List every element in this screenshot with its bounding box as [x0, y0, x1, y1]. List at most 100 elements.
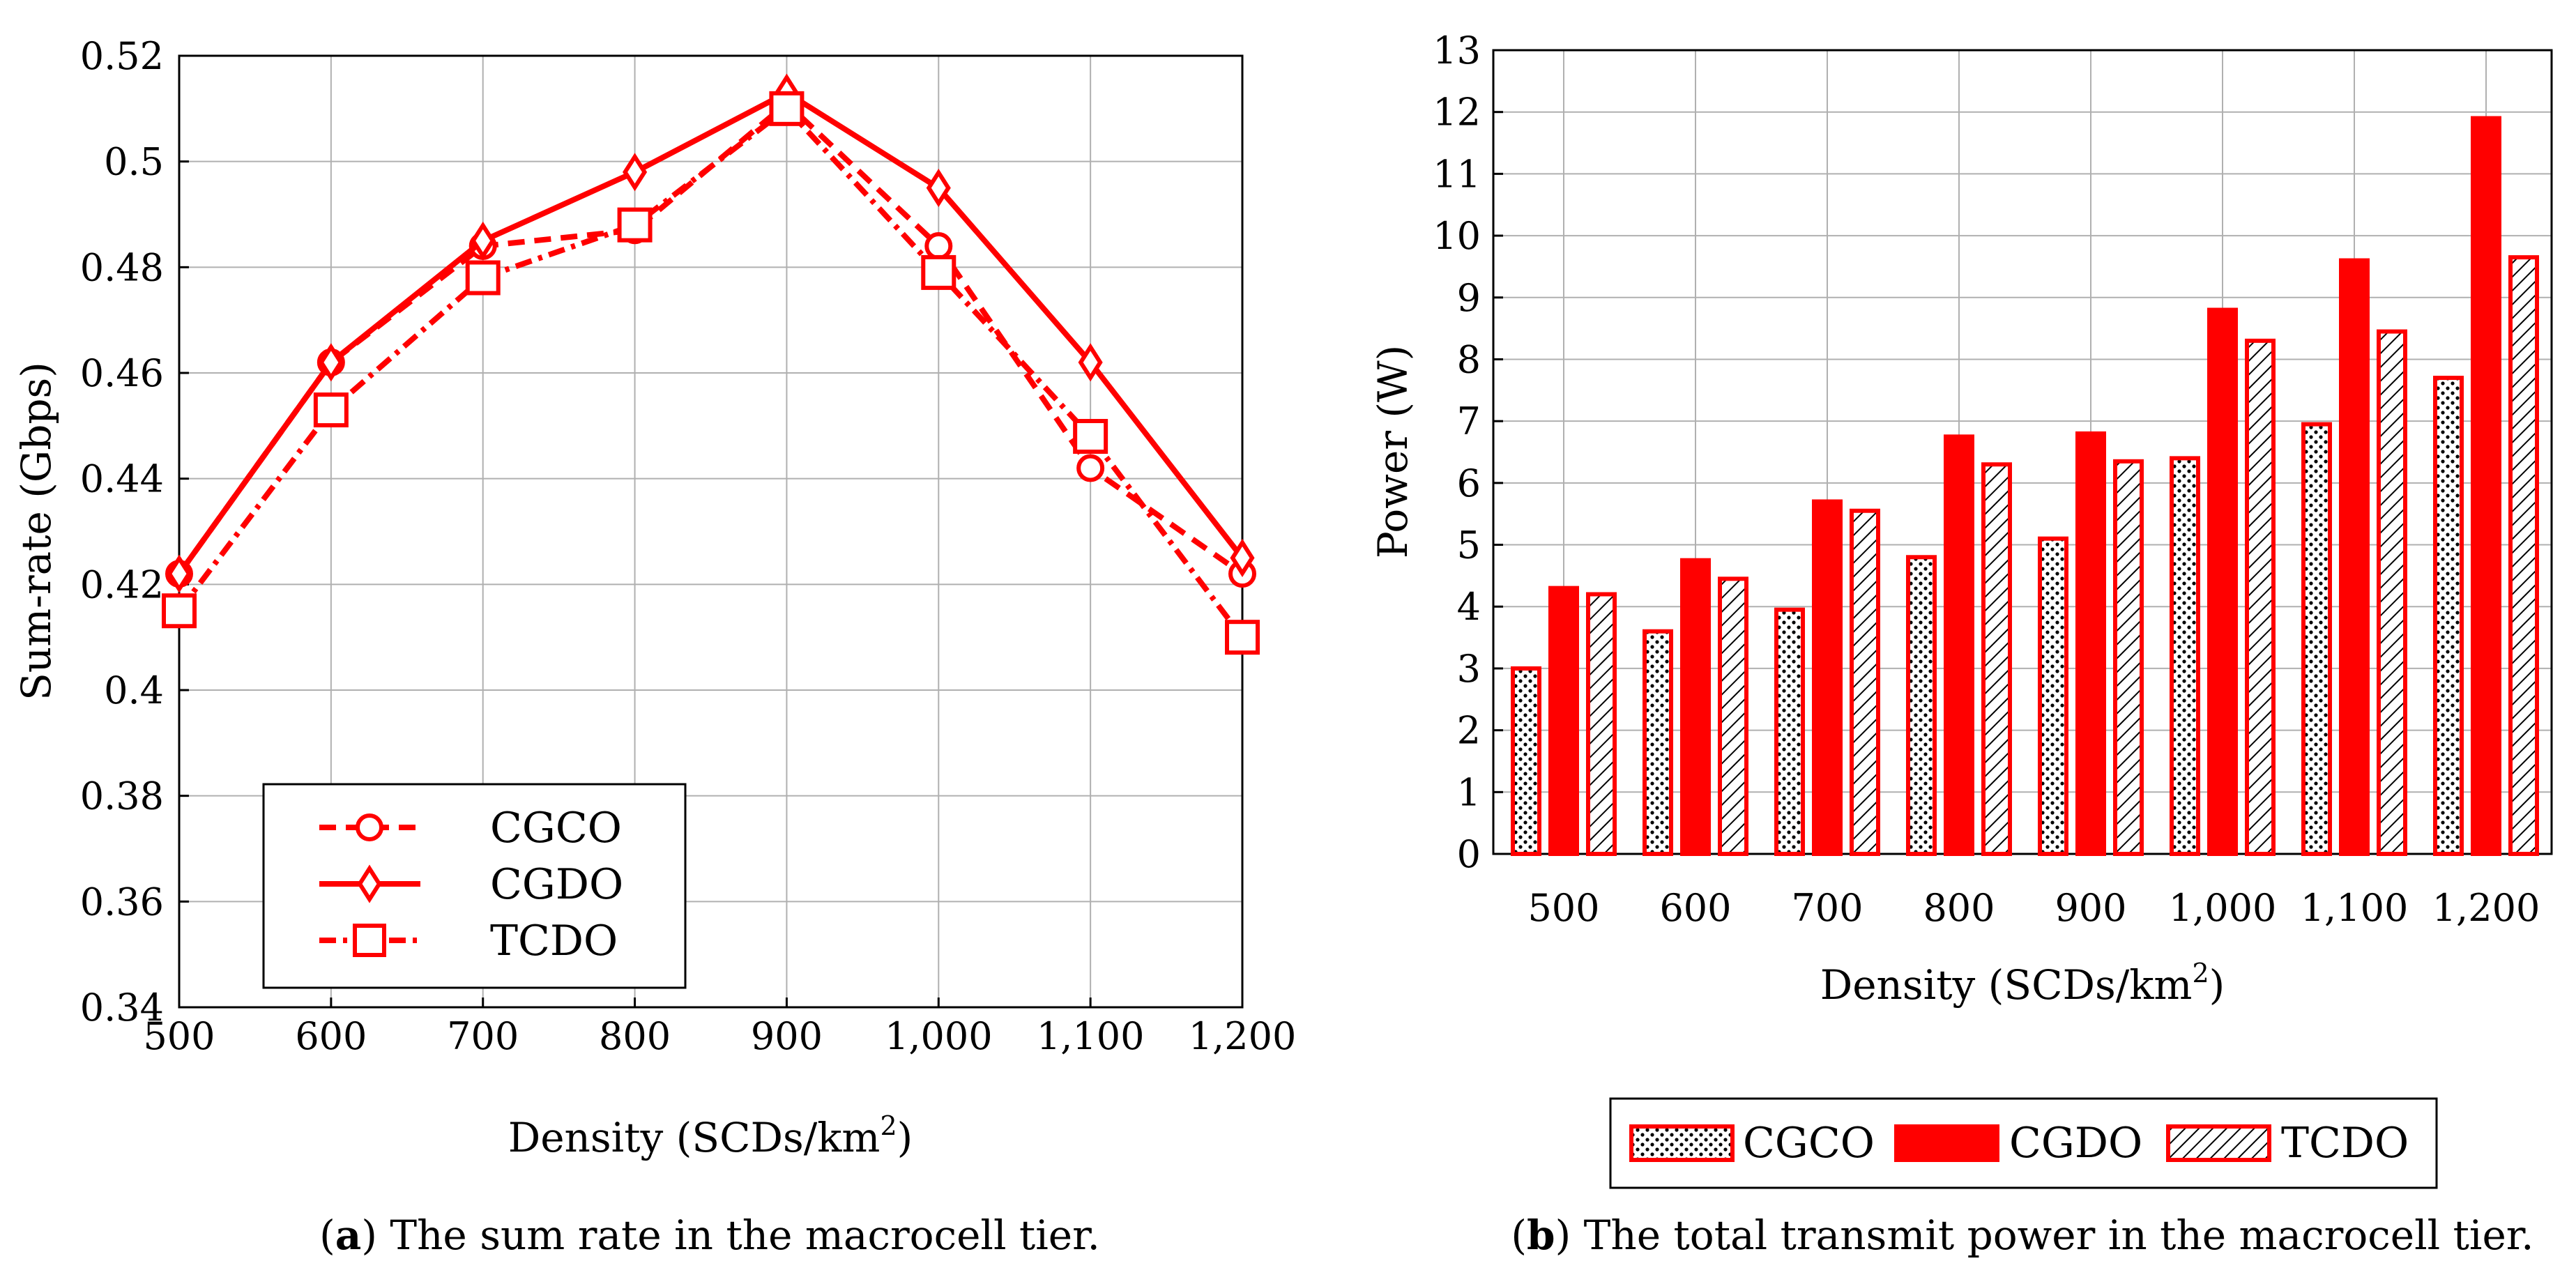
data-point [1230, 538, 1255, 578]
x-tick-label: 800 [599, 1014, 671, 1058]
left-y-axis-label: Sum-rate (Gbps) [13, 362, 60, 701]
right-y-axis-label: Power (W) [1369, 345, 1417, 559]
y-tick-label: 0.52 [80, 34, 164, 78]
data-point [319, 343, 344, 382]
sum-rate-chart: 500 600 700 800 900 1,000 1,100 1,200 0.34 0.36 0… [13, 34, 1296, 1259]
series-tcdo [162, 91, 1260, 655]
bar-tcdo [2377, 329, 2407, 856]
y-tick-label: 0.5 [104, 140, 164, 184]
data-point [926, 168, 951, 208]
x-tick-label: 700 [1791, 886, 1863, 930]
bar-cgdo [2207, 307, 2238, 856]
legend-label-cgco: CGCO [1743, 1119, 1875, 1168]
x-tick-label: 1,100 [1037, 1014, 1145, 1058]
x-tick-label: 700 [447, 1014, 519, 1058]
y-tick-label: 4 [1457, 585, 1481, 629]
legend-entry-cgco: CGCO [319, 804, 622, 853]
x-tick-label: 600 [1659, 886, 1731, 930]
right-caption: (b) The total transmit power in the macr… [1511, 1212, 2533, 1259]
bar-cgdo [2339, 258, 2370, 856]
legend-entry-tcdo: TCDO [2166, 1119, 2409, 1168]
bar-cgco [1511, 666, 1541, 857]
right-legend-box [1609, 1097, 2438, 1189]
x-tick-label: 500 [1527, 886, 1599, 930]
y-tick-label: 1 [1457, 770, 1481, 814]
right-bars [1511, 116, 2539, 857]
y-tick-label: 5 [1457, 523, 1481, 567]
left-y-ticks: 0.34 0.36 0.38 0.4 0.42 0.44 0.46 0.48 0.5 0.52 [80, 34, 189, 1030]
y-tick-label: 0.42 [80, 563, 164, 606]
y-tick-label: 13 [1433, 29, 1481, 72]
bar-cgdo [1812, 499, 1843, 856]
x-tick-label: 600 [295, 1014, 367, 1058]
bar-cgdo [1548, 586, 1579, 856]
data-point [1225, 620, 1260, 655]
legend-marker-diamond [357, 864, 382, 903]
x-tick-label: 1,200 [2432, 886, 2540, 930]
bar-cgco [1906, 555, 1937, 856]
legend-label-cgdo: CGDO [2009, 1119, 2142, 1168]
legend-label-tcdo: TCDO [490, 917, 618, 965]
x-tick-label: 900 [2055, 886, 2126, 930]
y-tick-label: 10 [1433, 214, 1481, 258]
y-tick-label: 0.36 [80, 880, 164, 924]
x-tick-label: 1,000 [2169, 886, 2277, 930]
right-plot-frame [1492, 49, 2553, 855]
bar-cgdo [2471, 116, 2501, 857]
data-point [162, 593, 197, 629]
left-legend: CGCO CGDO TCDO [262, 783, 687, 989]
legend-swatch-solid [1894, 1124, 1999, 1162]
data-point [1073, 419, 1108, 454]
data-point [921, 254, 957, 290]
data-point [1078, 343, 1103, 382]
x-tick-label: 500 [143, 1014, 215, 1058]
bar-tcdo [2245, 338, 2276, 857]
bar-tcdo [1586, 592, 1617, 856]
data-point [313, 392, 349, 428]
data-point [167, 554, 192, 593]
data-point [769, 91, 805, 126]
bar-cgco [2038, 536, 2068, 857]
bar-cgdo [1944, 434, 1974, 856]
x-tick-label: 1,000 [885, 1014, 993, 1058]
bar-tcdo [2508, 255, 2539, 857]
bar-cgco [2170, 456, 2200, 856]
left-plot-frame [178, 54, 1244, 1009]
left-caption: (a) The sum rate in the macrocell tier. [319, 1212, 1100, 1259]
y-tick-label: 2 [1457, 709, 1481, 753]
data-point [617, 207, 653, 243]
bar-cgco [2301, 422, 2332, 856]
legend-entry-tcdo: TCDO [319, 917, 618, 965]
bar-tcdo [1718, 576, 1748, 856]
series-line [176, 100, 1244, 576]
legend-entry-cgdo: CGDO [319, 860, 623, 909]
y-tick-label: 7 [1457, 399, 1481, 443]
y-tick-label: 6 [1457, 461, 1481, 505]
data-point [465, 260, 501, 296]
legend-swatch-hatch [2166, 1124, 2271, 1162]
series-line [176, 105, 1245, 639]
y-tick-label: 0 [1457, 832, 1481, 876]
left-x-ticks: 500 600 700 800 900 1,000 1,100 1,200 [143, 998, 1296, 1058]
x-tick-label: 900 [751, 1014, 823, 1058]
data-point [623, 153, 648, 192]
bar-cgco [1774, 607, 1805, 857]
y-tick-label: 0.48 [80, 245, 164, 289]
right-x-axis-label: Density (SCDs/km2) [1820, 958, 2225, 1009]
right-legend: CGCO CGDO TCDO [1609, 1097, 2438, 1189]
y-tick-label: 0.4 [104, 668, 164, 712]
y-tick-label: 0.38 [80, 774, 164, 818]
y-tick-label: 8 [1457, 337, 1481, 381]
x-tick-label: 800 [1923, 886, 1995, 930]
y-tick-label: 0.34 [80, 986, 164, 1030]
y-tick-label: 12 [1433, 91, 1481, 135]
bar-cgco [1643, 629, 1673, 856]
series-line [176, 90, 1245, 576]
y-tick-label: 11 [1433, 152, 1481, 196]
y-tick-label: 9 [1457, 276, 1481, 320]
bar-tcdo [2113, 459, 2144, 856]
bar-tcdo [1981, 462, 2012, 856]
x-tick-label: 1,200 [1189, 1014, 1297, 1058]
series-cgdo [167, 73, 1255, 593]
